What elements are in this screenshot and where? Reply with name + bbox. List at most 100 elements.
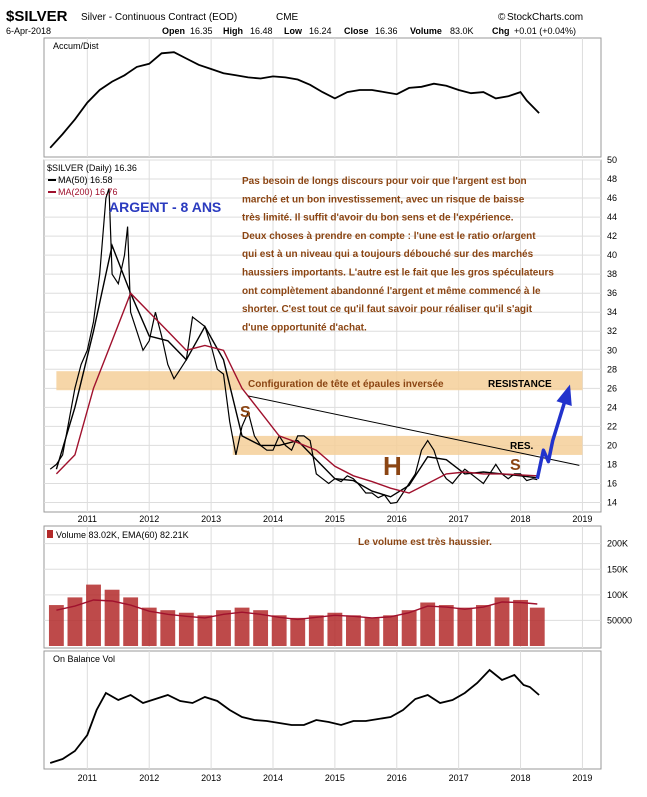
volume-bar bbox=[48, 605, 64, 646]
commentary-line: d'une opportunité d'achat. bbox=[242, 322, 367, 333]
obv-label: On Balance Vol bbox=[53, 654, 115, 664]
price-y-tick-label: 14 bbox=[607, 497, 617, 507]
obv-x-axis-year-label: 2018 bbox=[511, 773, 531, 783]
price-panel: 14 16 18 20 22 24 26 28 30 32 34 36 38 40 42 44 46 48 50 $… bbox=[43, 155, 617, 513]
volume-bar bbox=[420, 602, 436, 646]
price-y-tick-label: 50 bbox=[607, 155, 617, 165]
ma200-legend-value: 16.76 bbox=[95, 187, 118, 197]
volume-bar bbox=[308, 615, 324, 646]
accum-dist-line bbox=[49, 51, 540, 149]
ma50-line bbox=[55, 243, 538, 498]
obv-x-axis-year-label: 2016 bbox=[387, 773, 407, 783]
price-y-tick-label: 18 bbox=[607, 459, 617, 469]
price-y-tick-label: 38 bbox=[607, 269, 617, 279]
obv-gridlines bbox=[86, 651, 583, 769]
volume-panel-label: Volume 83.02K, EMA(60) 82.21K bbox=[56, 530, 189, 540]
volume-bars bbox=[48, 584, 545, 646]
high-label: High bbox=[223, 26, 243, 36]
volume-bar bbox=[327, 612, 343, 646]
volume-bar bbox=[475, 605, 491, 646]
price-y-tick-label: 42 bbox=[607, 231, 617, 241]
volume-bar bbox=[86, 584, 101, 646]
price-y-tick-label: 16 bbox=[607, 478, 617, 488]
obv-x-axis-year-label: 2015 bbox=[325, 773, 345, 783]
head-label: H bbox=[383, 451, 402, 481]
volume-bar bbox=[104, 589, 120, 646]
ma50-legend: MA(50) 16.58 bbox=[58, 175, 113, 185]
obv-frame bbox=[43, 650, 602, 770]
volume-y-tick-label: 150K bbox=[607, 564, 628, 574]
symbol-title: $SILVER bbox=[6, 8, 68, 25]
volume-y-tick-label: 50000 bbox=[607, 615, 632, 625]
obv-x-axis-year-label: 2014 bbox=[263, 773, 283, 783]
commentary-line: Deux choses à prendre en compte : l'une … bbox=[242, 231, 536, 242]
volume-bar bbox=[178, 612, 194, 646]
commentary-text: Pas besoin de longs discours pour voir q… bbox=[242, 176, 554, 333]
x-axis-year-label: 2018 bbox=[511, 514, 531, 524]
volume-bar bbox=[513, 599, 528, 646]
chart-date: 6-Apr-2018 bbox=[6, 26, 51, 36]
price-panel-value: 16.36 bbox=[114, 163, 137, 173]
volume-ema-line bbox=[56, 599, 538, 621]
volume-bar bbox=[234, 607, 250, 646]
volume-note: Le volume est très haussier. bbox=[358, 537, 492, 548]
volume-y-axis: 50000 100K 150K 200K bbox=[607, 539, 632, 626]
volume-bar bbox=[141, 607, 157, 646]
price-y-tick-label: 48 bbox=[607, 174, 617, 184]
volume-bar bbox=[271, 615, 287, 646]
price-y-tick-label: 20 bbox=[607, 440, 617, 450]
ohlc-quote-bar: Open 16.35 High 16.48 Low 16.24 Close 16… bbox=[162, 26, 576, 36]
price-y-tick-label: 30 bbox=[607, 345, 617, 355]
price-y-tick-label: 28 bbox=[607, 364, 617, 374]
price-y-tick-label: 36 bbox=[607, 288, 617, 298]
volume-bar bbox=[290, 617, 306, 646]
obv-x-axis-year-label: 2013 bbox=[201, 773, 221, 783]
chart-annotation-title: ARGENT - 8 ANS bbox=[109, 199, 221, 215]
projection-arrow-head-icon bbox=[556, 384, 572, 406]
exchange-label: CME bbox=[276, 12, 299, 23]
volume-y-tick-label: 200K bbox=[607, 539, 628, 549]
price-y-axis: 14 16 18 20 22 24 26 28 30 32 34 36 38 40 42 44 46 48 50 bbox=[607, 155, 617, 507]
x-axis-year-label: 2016 bbox=[387, 514, 407, 524]
x-axis-year-label: 2012 bbox=[139, 514, 159, 524]
close-value: 16.36 bbox=[375, 26, 398, 36]
x-axis-year-label: 2011 bbox=[78, 514, 97, 524]
price-zone-band-1 bbox=[232, 435, 583, 455]
projection-arrow-line bbox=[535, 387, 571, 480]
accum-dist-gridlines bbox=[86, 38, 583, 157]
price-zone-band-0 bbox=[56, 371, 583, 391]
volume-legend-swatch bbox=[47, 530, 53, 538]
commentary-line: qui est à un niveau qui a toujours débou… bbox=[242, 249, 534, 260]
obv-x-axis-year-label: 2019 bbox=[572, 773, 592, 783]
price-y-tick-label: 26 bbox=[607, 383, 617, 393]
low-value: 16.24 bbox=[309, 26, 332, 36]
volume-bar bbox=[529, 607, 545, 646]
volume-bar bbox=[197, 615, 213, 646]
volume-bar bbox=[494, 597, 510, 646]
obv-x-axis-year-label: 2011 bbox=[78, 773, 97, 783]
volume-bar bbox=[123, 597, 139, 646]
price-y-tick-label: 24 bbox=[607, 402, 617, 412]
price-x-axis: 2011 2012 2013 2014 2015 2016 2017 2018 2019 bbox=[78, 514, 593, 524]
accum-dist-panel: Accum/Dist bbox=[43, 37, 602, 158]
brand-copyright-icon: © bbox=[498, 12, 506, 23]
x-axis-year-label: 2019 bbox=[572, 514, 592, 524]
commentary-line: Pas besoin de longs discours pour voir q… bbox=[242, 176, 527, 187]
price-y-tick-label: 22 bbox=[607, 421, 617, 431]
downtrend-line bbox=[248, 395, 580, 466]
volume-panel: 50000 100K 150K 200K Volume 83.02K, EMA(60)… bbox=[43, 525, 632, 649]
price-panel-title: $SILVER (Daily) bbox=[47, 163, 112, 173]
close-label: Close bbox=[344, 26, 369, 36]
obv-x-axis: 2011 2012 2013 2014 2015 2016 2017 2018 2019 bbox=[78, 773, 593, 783]
volume-label: Volume bbox=[410, 26, 442, 36]
resistance-label: RESISTANCE bbox=[488, 379, 552, 390]
volume-value: 83.0K bbox=[450, 26, 474, 36]
obv-x-axis-year-label: 2017 bbox=[449, 773, 469, 783]
brand-name: StockCharts.com bbox=[507, 12, 583, 23]
commentary-line: très limité. Il suffit d'avoir du bon se… bbox=[242, 213, 514, 224]
volume-bar bbox=[383, 615, 399, 646]
price-y-tick-label: 34 bbox=[607, 307, 617, 317]
ma50-legend-name: MA(50) bbox=[58, 175, 88, 185]
left-shoulder-label: S bbox=[240, 404, 251, 421]
volume-bar bbox=[216, 610, 231, 646]
